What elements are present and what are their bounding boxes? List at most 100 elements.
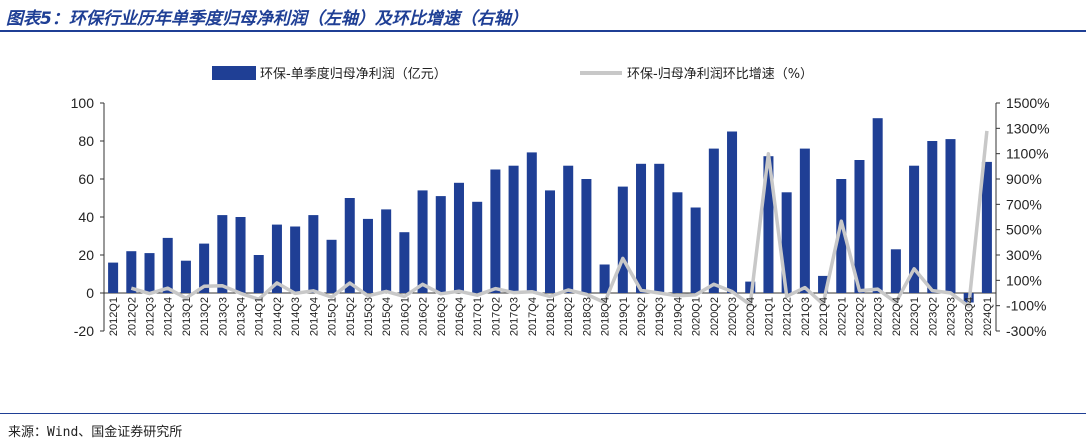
bar	[472, 201, 483, 293]
x-tick-label: 2022Q1	[836, 297, 848, 336]
x-tick-label: 2013Q2	[199, 297, 211, 336]
bar	[909, 165, 920, 293]
bar	[945, 139, 956, 293]
x-tick-label: 2015Q1	[327, 297, 339, 336]
legend-line-label: 环保-归母净利润环比增速（%）	[627, 67, 813, 82]
x-tick-label: 2023Q4	[964, 297, 976, 336]
bar	[854, 160, 865, 293]
left-tick-label: 100	[71, 95, 95, 111]
bar	[180, 260, 191, 293]
bar	[836, 179, 847, 293]
right-tick-label: 900%	[1006, 171, 1042, 187]
x-tick-label: 2017Q1	[472, 297, 484, 336]
left-tick-label: 80	[78, 133, 94, 149]
x-tick-label: 2012Q3	[145, 297, 157, 336]
x-tick-label: 2014Q1	[254, 297, 266, 336]
right-tick-label: 100%	[1006, 272, 1042, 288]
growth-line	[130, 130, 989, 309]
x-tick-label: 2020Q4	[745, 297, 757, 336]
bar	[199, 243, 210, 293]
x-tick-label: 2024Q1	[982, 297, 994, 336]
x-tick-label: 2014Q2	[272, 297, 284, 336]
bar	[253, 255, 264, 293]
bar	[544, 190, 556, 293]
x-tick-label: 2017Q4	[527, 297, 539, 336]
x-tick-label: 2016Q4	[454, 297, 466, 336]
x-tick-label: 2018Q3	[581, 297, 593, 336]
x-tick-label: 2018Q1	[545, 297, 557, 336]
x-tick-label: 2012Q2	[126, 297, 138, 336]
left-tick-label: 60	[78, 171, 94, 187]
chart-title: 图表5：环保行业历年单季度归母净利润（左轴）及环比增速（右轴）	[6, 9, 528, 29]
x-tick-label: 2023Q1	[909, 297, 921, 336]
left-tick-label: 20	[78, 247, 94, 263]
bar	[981, 161, 992, 293]
x-tick-label: 2018Q2	[563, 297, 575, 336]
bar	[672, 192, 683, 293]
x-tick-label: 2014Q3	[290, 297, 302, 336]
bar	[417, 190, 428, 293]
bar	[690, 207, 701, 293]
bar	[399, 232, 410, 293]
bar	[144, 253, 155, 293]
bar	[599, 264, 610, 293]
bar	[745, 281, 756, 293]
bar	[453, 182, 464, 293]
title-divider	[0, 30, 1086, 32]
bar	[617, 186, 628, 293]
bar	[435, 196, 446, 293]
bar	[526, 152, 537, 293]
bar	[799, 148, 810, 293]
x-tick-label: 2023Q2	[927, 297, 939, 336]
right-tick-label: 700%	[1006, 196, 1042, 212]
source-note: 来源：Wind、国金证券研究所	[8, 425, 183, 440]
bar	[290, 226, 301, 293]
bar	[344, 198, 355, 293]
bar	[581, 179, 592, 293]
right-tick-label: 300%	[1006, 247, 1042, 263]
x-tick-label: 2017Q2	[490, 297, 502, 336]
x-tick-label: 2020Q1	[691, 297, 703, 336]
bar	[362, 218, 373, 293]
bar	[636, 163, 647, 293]
x-tick-label: 2021Q2	[782, 297, 794, 336]
x-tick-label: 2021Q3	[800, 297, 812, 336]
x-tick-label: 2022Q4	[891, 297, 903, 336]
x-tick-label: 2018Q4	[600, 297, 612, 336]
x-tick-label: 2012Q1	[108, 297, 120, 336]
x-tick-label: 2023Q3	[945, 297, 957, 336]
bar	[818, 275, 829, 293]
bar	[890, 249, 901, 293]
bar	[490, 169, 501, 293]
x-tick-label: 2013Q4	[236, 297, 248, 336]
left-tick-label: 0	[86, 285, 94, 301]
bar	[126, 251, 137, 293]
bar	[381, 209, 392, 293]
x-tick-label: 2019Q1	[618, 297, 630, 336]
left-tick-label: 40	[78, 209, 94, 225]
right-tick-label: 1500%	[1006, 95, 1050, 111]
bar	[162, 237, 173, 293]
right-tick-label: -100%	[1006, 298, 1046, 314]
bar	[927, 141, 938, 293]
x-tick-label: 2019Q2	[636, 297, 648, 336]
x-tick-label: 2022Q2	[854, 297, 866, 336]
bar	[727, 131, 738, 293]
bar	[872, 118, 883, 293]
x-tick-label: 2013Q1	[181, 297, 193, 336]
x-tick-label: 2020Q3	[727, 297, 739, 336]
x-tick-label: 2019Q4	[672, 297, 684, 336]
x-tick-label: 2013Q3	[217, 297, 229, 336]
x-tick-label: 2022Q3	[873, 297, 885, 336]
bar	[108, 262, 119, 293]
x-tick-label: 2021Q1	[763, 297, 775, 336]
right-tick-label: 1100%	[1006, 146, 1049, 162]
footer-divider	[0, 413, 1086, 414]
x-tick-label: 2015Q4	[381, 297, 393, 336]
bar	[308, 215, 319, 293]
x-tick-label: 2015Q2	[345, 297, 357, 336]
bar	[217, 215, 228, 293]
legend-bar-swatch	[212, 66, 256, 80]
x-tick-label: 2017Q3	[509, 297, 521, 336]
x-tick-label: 2014Q4	[308, 297, 320, 336]
